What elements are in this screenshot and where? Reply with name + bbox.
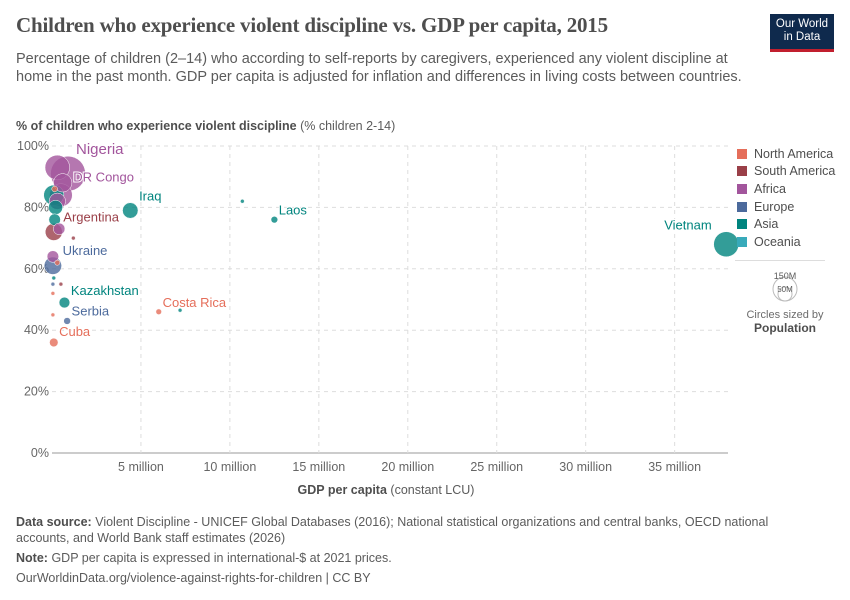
data-point[interactable] (58, 296, 71, 309)
legend-swatch (737, 201, 747, 212)
logo-line2: in Data (783, 31, 821, 43)
scatter-plot: 0% 20% 40% 60% 80% 100% 5 million 10 million 15 … (17, 139, 740, 497)
size-circle-50m (777, 286, 793, 302)
data-point[interactable] (46, 250, 59, 263)
legend-label: Oceania (754, 234, 801, 249)
data-point[interactable] (48, 200, 63, 215)
y-label-bold: % of children who experience violent dis… (16, 119, 297, 133)
data-point[interactable] (50, 291, 56, 296)
chart-title: Children who experience violent discipli… (16, 13, 608, 37)
y-tick-label: 80% (24, 200, 49, 214)
size-legend: 150M 50M Circles sized by Population (746, 271, 824, 335)
note: Note: GDP per capita is expressed in int… (16, 551, 392, 565)
y-label-unit: (% children 2-14) (300, 119, 396, 133)
point-label: Cuba (59, 324, 91, 339)
x-tick-label: 5 million (118, 460, 164, 474)
data-point[interactable] (51, 185, 58, 193)
size-label-small: 50M (777, 285, 793, 294)
legend: North America South America Africa Europe As… (737, 145, 835, 251)
data-point[interactable] (155, 308, 162, 315)
legend-label: Asia (754, 217, 779, 232)
data-point[interactable] (53, 222, 66, 235)
legend-item[interactable]: Europe (737, 198, 835, 216)
x-axis-label: GDP per capita (constant LCU) (298, 483, 475, 497)
y-axis-label: % of children who experience violent dis… (16, 119, 395, 133)
data-point[interactable] (49, 337, 59, 348)
y-tick-label: 100% (17, 139, 49, 153)
legend-item[interactable]: North America (737, 145, 835, 163)
legend-label: South America (754, 164, 836, 179)
x-tick-label: 20 million (381, 460, 434, 474)
legend-label: Africa (754, 181, 786, 196)
y-tick-label: 40% (24, 323, 49, 337)
data-point[interactable] (240, 199, 245, 204)
point-label: Nigeria (76, 141, 124, 158)
legend-item[interactable]: Africa (737, 180, 835, 198)
legend-swatch (737, 166, 747, 177)
data-point[interactable] (58, 281, 64, 287)
source-url[interactable]: OurWorldinData.org/violence-against-righ… (16, 571, 371, 585)
legend-divider (735, 260, 825, 261)
point-label: DR Congo (73, 170, 134, 185)
data-point[interactable] (51, 275, 57, 281)
point-label: Argentina (63, 209, 119, 224)
legend-swatch (737, 183, 747, 194)
point-label: Costa Rica (163, 295, 227, 310)
owid-logo[interactable]: Our World in Data (770, 14, 834, 52)
data-point[interactable] (122, 202, 139, 219)
x-tick-label: 35 million (648, 460, 701, 474)
point-label: Iraq (139, 189, 161, 204)
logo-line1: Our World (775, 18, 829, 30)
data-point[interactable] (50, 312, 56, 318)
legend-swatch (737, 236, 747, 247)
x-tick-label: 30 million (559, 460, 612, 474)
point-label: Laos (279, 202, 308, 217)
legend-item[interactable]: Oceania (737, 233, 835, 251)
legend-label: North America (754, 146, 834, 161)
data-point[interactable] (270, 216, 278, 224)
legend-item[interactable]: South America (737, 163, 835, 181)
size-label-big: 150M (774, 271, 797, 281)
data-source: Data source: Violent Discipline - UNICEF… (16, 515, 769, 545)
point-label: Serbia (72, 304, 110, 319)
x-tick-label: 10 million (203, 460, 256, 474)
y-tick-label: 0% (31, 446, 49, 460)
chart-subtitle: Percentage of children (2–14) who accord… (16, 51, 742, 85)
data-point[interactable] (177, 307, 183, 313)
point-label: Kazakhstan (71, 283, 139, 298)
footer: Data source: Violent Discipline - UNICEF… (16, 514, 816, 586)
size-variable: Population (754, 321, 816, 335)
data-point[interactable] (63, 317, 71, 325)
point-label: Ukraine (63, 243, 108, 258)
data-point[interactable] (71, 235, 76, 241)
data-point[interactable] (54, 259, 61, 266)
x-tick-label: 25 million (470, 460, 523, 474)
data-point[interactable] (50, 281, 56, 287)
y-tick-label: 20% (24, 385, 49, 399)
legend-label: Europe (754, 199, 795, 214)
legend-swatch (737, 148, 747, 159)
point-label: Vietnam (664, 218, 711, 233)
legend-swatch (737, 219, 747, 230)
size-caption: Circles sized by (746, 309, 824, 321)
x-tick-label: 15 million (292, 460, 345, 474)
data-point[interactable] (713, 231, 740, 258)
legend-item[interactable]: Asia (737, 215, 835, 233)
data-point[interactable] (53, 173, 73, 193)
y-tick-label: 60% (24, 262, 49, 276)
